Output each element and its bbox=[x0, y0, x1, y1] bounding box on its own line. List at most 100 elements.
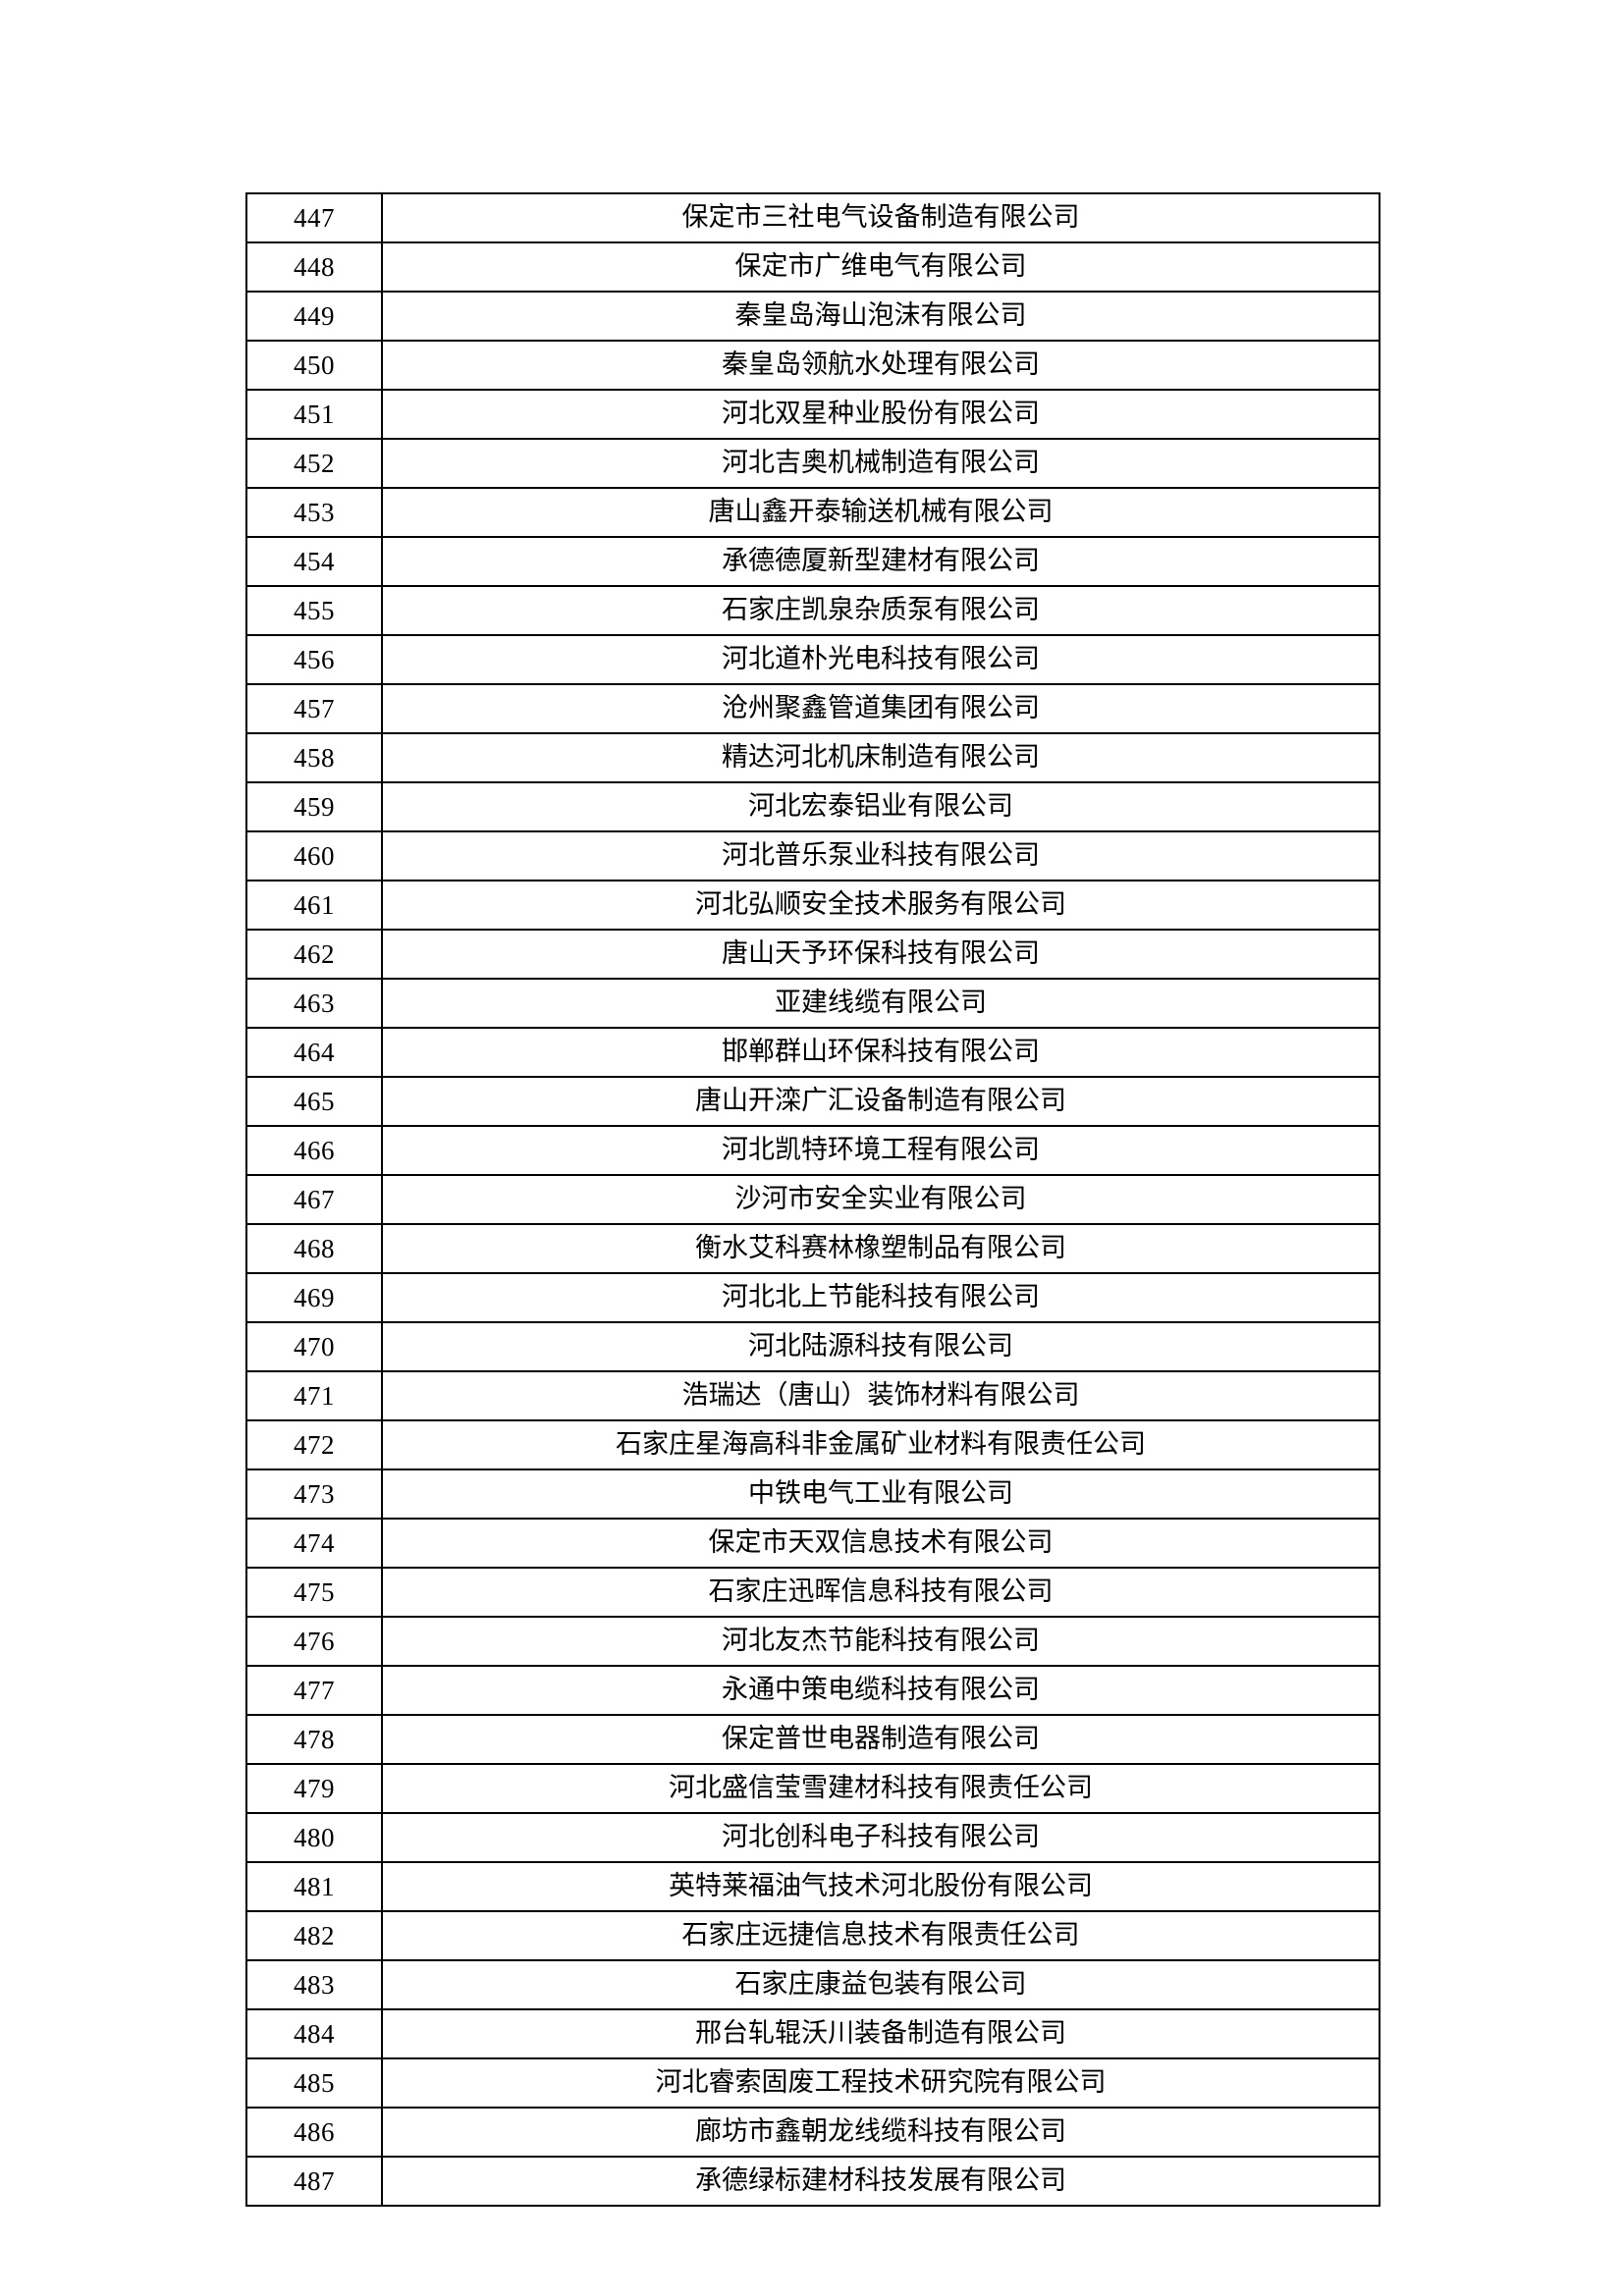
table-row: 449 秦皇岛海山泡沫有限公司 bbox=[245, 291, 1380, 342]
company-name-cell: 河北吉奥机械制造有限公司 bbox=[381, 438, 1380, 489]
table-row: 452 河北吉奥机械制造有限公司 bbox=[245, 438, 1380, 489]
table-row: 463 亚建线缆有限公司 bbox=[245, 978, 1380, 1029]
row-index-cell: 454 bbox=[245, 536, 383, 587]
table-body: 447 保定市三社电气设备制造有限公司 448 保定市广维电气有限公司 449 秦皇岛海山… bbox=[245, 192, 1380, 2207]
company-name-cell: 河北道朴光电科技有限公司 bbox=[381, 634, 1380, 685]
row-index-cell: 453 bbox=[245, 487, 383, 538]
company-name-cell: 邯郸群山环保科技有限公司 bbox=[381, 1027, 1380, 1078]
table-row: 470 河北陆源科技有限公司 bbox=[245, 1321, 1380, 1372]
row-index-cell: 466 bbox=[245, 1125, 383, 1176]
company-name-cell: 唐山开滦广汇设备制造有限公司 bbox=[381, 1076, 1380, 1127]
company-name-cell: 河北创科电子科技有限公司 bbox=[381, 1812, 1380, 1863]
company-name-cell: 河北友杰节能科技有限公司 bbox=[381, 1616, 1380, 1667]
company-name-cell: 英特莱福油气技术河北股份有限公司 bbox=[381, 1861, 1380, 1912]
row-index-cell: 472 bbox=[245, 1419, 383, 1470]
company-name-cell: 保定普世电器制造有限公司 bbox=[381, 1714, 1380, 1765]
table-row: 458 精达河北机床制造有限公司 bbox=[245, 732, 1380, 783]
row-index-cell: 460 bbox=[245, 830, 383, 881]
table-row: 461 河北弘顺安全技术服务有限公司 bbox=[245, 880, 1380, 931]
company-name-cell: 亚建线缆有限公司 bbox=[381, 978, 1380, 1029]
table-row: 474 保定市天双信息技术有限公司 bbox=[245, 1518, 1380, 1569]
row-index-cell: 462 bbox=[245, 929, 383, 980]
row-index-cell: 485 bbox=[245, 2057, 383, 2109]
table-row: 469 河北北上节能科技有限公司 bbox=[245, 1272, 1380, 1323]
company-name-cell: 石家庄康益包装有限公司 bbox=[381, 1959, 1380, 2010]
company-name-cell: 石家庄远捷信息技术有限责任公司 bbox=[381, 1910, 1380, 1961]
row-index-cell: 476 bbox=[245, 1616, 383, 1667]
row-index-cell: 480 bbox=[245, 1812, 383, 1863]
company-name-cell: 永通中策电缆科技有限公司 bbox=[381, 1665, 1380, 1716]
table-row: 451 河北双星种业股份有限公司 bbox=[245, 389, 1380, 440]
company-name-cell: 衡水艾科赛林橡塑制品有限公司 bbox=[381, 1223, 1380, 1274]
company-name-cell: 河北凯特环境工程有限公司 bbox=[381, 1125, 1380, 1176]
table-row: 485 河北睿索固废工程技术研究院有限公司 bbox=[245, 2057, 1380, 2109]
row-index-cell: 477 bbox=[245, 1665, 383, 1716]
company-name-cell: 浩瑞达（唐山）装饰材料有限公司 bbox=[381, 1370, 1380, 1421]
company-name-cell: 唐山鑫开泰输送机械有限公司 bbox=[381, 487, 1380, 538]
row-index-cell: 447 bbox=[245, 192, 383, 243]
company-name-cell: 廊坊市鑫朝龙线缆科技有限公司 bbox=[381, 2107, 1380, 2158]
table-row: 482 石家庄远捷信息技术有限责任公司 bbox=[245, 1910, 1380, 1961]
table-row: 479 河北盛信莹雪建材科技有限责任公司 bbox=[245, 1763, 1380, 1814]
row-index-cell: 455 bbox=[245, 585, 383, 636]
company-name-cell: 唐山天予环保科技有限公司 bbox=[381, 929, 1380, 980]
row-index-cell: 449 bbox=[245, 291, 383, 342]
table-row: 465 唐山开滦广汇设备制造有限公司 bbox=[245, 1076, 1380, 1127]
table-row: 468 衡水艾科赛林橡塑制品有限公司 bbox=[245, 1223, 1380, 1274]
row-index-cell: 458 bbox=[245, 732, 383, 783]
table-row: 455 石家庄凯泉杂质泵有限公司 bbox=[245, 585, 1380, 636]
table-row: 486 廊坊市鑫朝龙线缆科技有限公司 bbox=[245, 2107, 1380, 2158]
company-name-cell: 秦皇岛领航水处理有限公司 bbox=[381, 340, 1380, 391]
company-listing-table: 447 保定市三社电气设备制造有限公司 448 保定市广维电气有限公司 449 秦皇岛海山… bbox=[245, 192, 1380, 2207]
company-name-cell: 沙河市安全实业有限公司 bbox=[381, 1174, 1380, 1225]
table-row: 471 浩瑞达（唐山）装饰材料有限公司 bbox=[245, 1370, 1380, 1421]
company-name-cell: 河北普乐泵业科技有限公司 bbox=[381, 830, 1380, 881]
table-row: 454 承德德厦新型建材有限公司 bbox=[245, 536, 1380, 587]
row-index-cell: 450 bbox=[245, 340, 383, 391]
table-row: 459 河北宏泰铝业有限公司 bbox=[245, 781, 1380, 832]
company-name-cell: 河北宏泰铝业有限公司 bbox=[381, 781, 1380, 832]
company-name-cell: 河北睿索固废工程技术研究院有限公司 bbox=[381, 2057, 1380, 2109]
row-index-cell: 457 bbox=[245, 683, 383, 734]
row-index-cell: 461 bbox=[245, 880, 383, 931]
row-index-cell: 483 bbox=[245, 1959, 383, 2010]
company-name-cell: 河北北上节能科技有限公司 bbox=[381, 1272, 1380, 1323]
table-row: 483 石家庄康益包装有限公司 bbox=[245, 1959, 1380, 2010]
row-index-cell: 469 bbox=[245, 1272, 383, 1323]
row-index-cell: 467 bbox=[245, 1174, 383, 1225]
company-name-cell: 石家庄迅晖信息科技有限公司 bbox=[381, 1567, 1380, 1618]
table-row: 457 沧州聚鑫管道集团有限公司 bbox=[245, 683, 1380, 734]
row-index-cell: 471 bbox=[245, 1370, 383, 1421]
row-index-cell: 478 bbox=[245, 1714, 383, 1765]
row-index-cell: 468 bbox=[245, 1223, 383, 1274]
table-row: 472 石家庄星海高科非金属矿业材料有限责任公司 bbox=[245, 1419, 1380, 1470]
table-row: 450 秦皇岛领航水处理有限公司 bbox=[245, 340, 1380, 391]
company-name-cell: 保定市天双信息技术有限公司 bbox=[381, 1518, 1380, 1569]
company-name-cell: 河北双星种业股份有限公司 bbox=[381, 389, 1380, 440]
row-index-cell: 481 bbox=[245, 1861, 383, 1912]
row-index-cell: 484 bbox=[245, 2008, 383, 2059]
row-index-cell: 474 bbox=[245, 1518, 383, 1569]
company-name-cell: 保定市三社电气设备制造有限公司 bbox=[381, 192, 1380, 243]
company-name-cell: 中铁电气工业有限公司 bbox=[381, 1468, 1380, 1520]
table-row: 480 河北创科电子科技有限公司 bbox=[245, 1812, 1380, 1863]
company-name-cell: 河北陆源科技有限公司 bbox=[381, 1321, 1380, 1372]
company-name-cell: 承德绿标建材科技发展有限公司 bbox=[381, 2156, 1380, 2207]
company-name-cell: 河北弘顺安全技术服务有限公司 bbox=[381, 880, 1380, 931]
table-row: 487 承德绿标建材科技发展有限公司 bbox=[245, 2156, 1380, 2207]
table-row: 478 保定普世电器制造有限公司 bbox=[245, 1714, 1380, 1765]
row-index-cell: 463 bbox=[245, 978, 383, 1029]
table-row: 448 保定市广维电气有限公司 bbox=[245, 241, 1380, 293]
table-row: 464 邯郸群山环保科技有限公司 bbox=[245, 1027, 1380, 1078]
row-index-cell: 464 bbox=[245, 1027, 383, 1078]
row-index-cell: 459 bbox=[245, 781, 383, 832]
row-index-cell: 470 bbox=[245, 1321, 383, 1372]
company-name-cell: 沧州聚鑫管道集团有限公司 bbox=[381, 683, 1380, 734]
table-row: 476 河北友杰节能科技有限公司 bbox=[245, 1616, 1380, 1667]
company-name-cell: 精达河北机床制造有限公司 bbox=[381, 732, 1380, 783]
table-row: 467 沙河市安全实业有限公司 bbox=[245, 1174, 1380, 1225]
company-name-cell: 河北盛信莹雪建材科技有限责任公司 bbox=[381, 1763, 1380, 1814]
company-name-cell: 邢台轧辊沃川装备制造有限公司 bbox=[381, 2008, 1380, 2059]
company-name-cell: 保定市广维电气有限公司 bbox=[381, 241, 1380, 293]
